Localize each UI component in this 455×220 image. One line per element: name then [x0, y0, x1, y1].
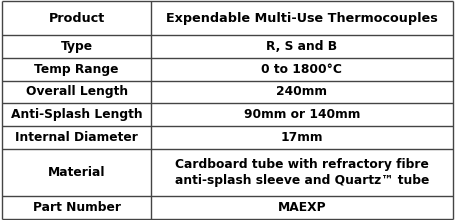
Text: R, S and B: R, S and B	[266, 40, 338, 53]
Bar	[151, 1, 453, 35]
Text: Internal Diameter: Internal Diameter	[15, 131, 138, 144]
Text: Expendable Multi-Use Thermocouples: Expendable Multi-Use Thermocouples	[166, 12, 438, 25]
Bar	[151, 126, 453, 148]
Bar	[2, 81, 151, 103]
Text: Part Number: Part Number	[33, 201, 121, 214]
Text: 17mm: 17mm	[281, 131, 323, 144]
Bar	[2, 35, 151, 58]
Text: 0 to 1800°C: 0 to 1800°C	[261, 63, 342, 76]
Text: Type: Type	[61, 40, 93, 53]
Bar	[2, 196, 151, 219]
Bar	[2, 148, 151, 196]
Text: Anti-Splash Length: Anti-Splash Length	[11, 108, 142, 121]
Text: Temp Range: Temp Range	[34, 63, 119, 76]
Bar	[151, 58, 453, 81]
Bar	[2, 58, 151, 81]
Bar	[151, 196, 453, 219]
Bar	[151, 148, 453, 196]
Text: Product: Product	[49, 12, 105, 25]
Text: 240mm: 240mm	[276, 85, 327, 98]
Text: Material: Material	[48, 166, 106, 179]
Bar	[2, 103, 151, 126]
Text: Cardboard tube with refractory fibre
anti-splash sleeve and Quartz™ tube: Cardboard tube with refractory fibre ant…	[175, 158, 429, 187]
Bar	[151, 81, 453, 103]
Bar	[151, 35, 453, 58]
Bar	[2, 1, 151, 35]
Bar	[2, 126, 151, 148]
Text: Overall Length: Overall Length	[25, 85, 128, 98]
Text: 90mm or 140mm: 90mm or 140mm	[243, 108, 360, 121]
Bar	[151, 103, 453, 126]
Text: MAEXP: MAEXP	[278, 201, 326, 214]
